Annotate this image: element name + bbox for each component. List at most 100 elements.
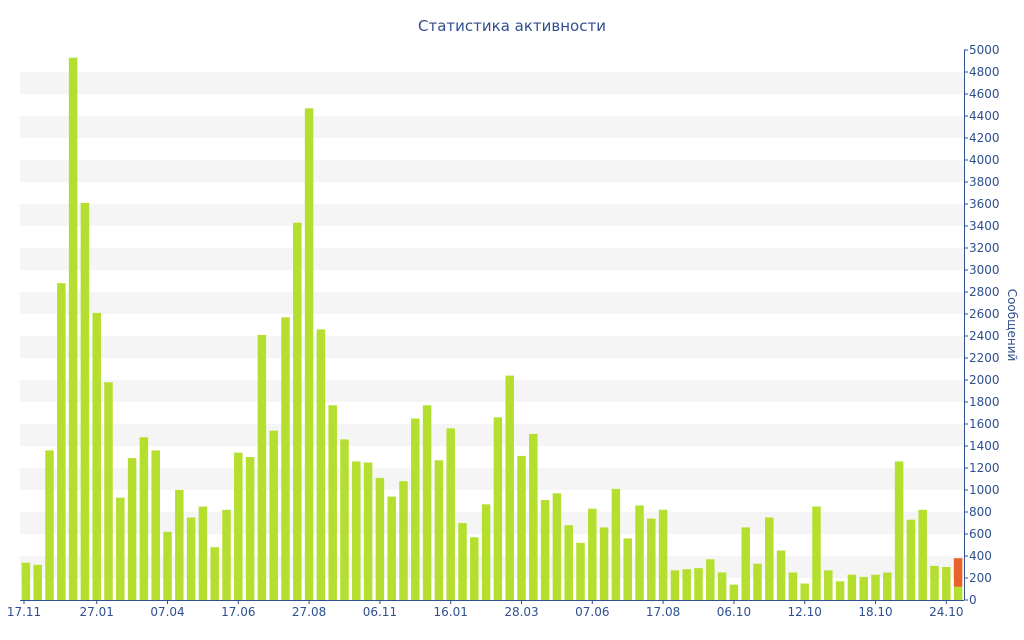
bar [186,517,196,600]
grid-band [20,248,964,270]
y-tick-label: 1000 [969,483,1000,497]
y-tick-label: 2800 [969,285,1000,299]
grid-band [20,512,964,534]
bar [257,334,267,600]
grid-band [20,424,964,446]
y-tick-label: 600 [969,527,992,541]
y-tick-label: 2000 [969,373,1000,387]
x-tick-label: 07.06 [575,605,609,619]
grid-band [20,292,964,314]
y-tick-label: 1800 [969,395,1000,409]
bar [139,437,149,600]
y-axis-title: Сообщений [1005,289,1019,362]
y-tick-label: 2200 [969,351,1000,365]
y-tick-label: 5000 [969,43,1000,57]
grid-band [20,72,964,94]
bar [611,488,621,600]
bars-group [21,57,963,601]
bar [328,405,337,600]
bar [800,583,809,600]
y-tick-label: 400 [969,549,992,563]
bar [481,504,491,600]
bar [57,283,66,600]
bar [540,499,550,600]
bar [599,527,609,600]
bar [293,222,302,600]
bar [505,375,514,600]
bar [399,481,408,600]
bar [458,523,467,600]
bar [245,457,255,600]
grid-band [20,380,964,402]
bar [847,574,857,600]
y-tick-label: 1200 [969,461,1000,475]
bar [269,430,278,600]
y-tick-label: 1400 [969,439,1000,453]
bar [942,567,951,600]
bar [352,461,361,600]
x-tick-label: 06.11 [363,605,397,619]
y-tick-label: 4000 [969,153,1000,167]
bar [894,461,904,600]
bar [788,572,798,600]
x-tick-label: 17.06 [221,605,255,619]
grid-band [20,336,964,358]
bar [741,527,750,600]
y-tick-label: 800 [969,505,992,519]
bar [210,547,219,600]
y-tick-label: 3000 [969,263,1000,277]
x-tick-label: 06.10 [717,605,751,619]
bar [104,382,113,600]
grid-band [20,160,964,182]
bar [163,531,172,600]
bar [446,428,455,600]
bar [422,405,432,600]
bar [576,542,585,600]
bar [552,493,562,600]
bar [883,572,892,600]
bar [33,564,42,600]
y-tick-label: 3400 [969,219,1000,233]
x-tick-label: 17.11 [7,605,41,619]
bar [470,537,479,600]
bar [493,417,503,600]
x-tick-label: 27.01 [80,605,114,619]
bar [647,518,656,600]
bar [670,570,680,600]
x-tick-label: 28.03 [504,605,538,619]
bar [859,576,868,600]
bar [68,57,78,600]
x-tick-label: 27.08 [292,605,326,619]
bar [776,550,786,600]
bar [21,562,31,600]
bar [623,538,632,600]
bar [234,452,243,600]
bar [906,519,916,600]
bar [706,559,715,600]
x-tick-label: 12.10 [788,605,822,619]
bar [198,506,208,600]
y-tick-label: 3800 [969,175,1000,189]
bar [316,329,326,600]
axes-group: 0 200 400 600 800 1000 1200 1400 1600 1800 2000 220… [7,43,1000,619]
bar [930,565,939,600]
bar [411,418,420,600]
bar [812,506,821,600]
bar [835,581,845,600]
bar [694,568,703,600]
bar [375,477,385,600]
bar [45,450,54,600]
y-tick-label: 0 [969,593,977,607]
bar [529,433,538,600]
bar [151,450,160,600]
bar [127,458,137,600]
grid-band [20,204,964,226]
bar-highlight [953,558,963,587]
bar [340,439,349,600]
bar [765,517,774,600]
bar [717,572,727,600]
y-tick-label: 200 [969,571,992,585]
x-tick-label: 24.10 [929,605,963,619]
